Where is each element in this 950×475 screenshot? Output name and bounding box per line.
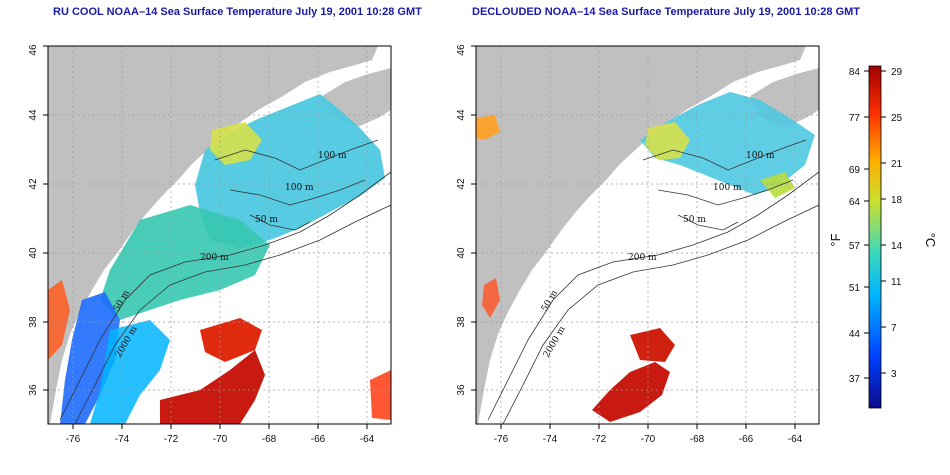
left-contour-label-200m: 200 m (200, 253, 229, 263)
celsius-tick: 14 (891, 241, 903, 252)
right-map-panel: 100 m 100 m 50 m 200 m 50 m 2000 m -76 -… (456, 44, 820, 445)
left-x-tick: -64 (360, 434, 375, 445)
celsius-unit-label: °C (923, 233, 938, 248)
celsius-tick: 29 (891, 67, 903, 78)
left-map-y-ticks: 36 38 40 42 44 46 (28, 44, 39, 396)
left-map-sst-shelf (100, 205, 270, 320)
right-x-tick: -76 (494, 434, 509, 445)
right-map-land (476, 46, 806, 424)
right-map-sst-nw-patch (476, 115, 500, 140)
right-map-title: DECLOUDED NOAA–14 Sea Surface Temperatur… (472, 6, 861, 18)
fahrenheit-tick: 84 (849, 67, 861, 78)
right-map-sst-gulf-of-maine (640, 92, 815, 195)
left-x-tick: -68 (262, 434, 277, 445)
left-x-tick: -72 (164, 434, 179, 445)
colorbar-fahrenheit-ticks: 84 77 69 64 57 51 44 37 (849, 67, 861, 385)
left-contour-label-100m-a: 100 m (318, 151, 347, 161)
right-y-tick: 44 (456, 109, 467, 121)
celsius-tick: 21 (891, 159, 903, 170)
right-map-sst-warm-patch (645, 122, 690, 160)
right-x-tick: -74 (543, 434, 558, 445)
left-contour-label-100m-b: 100 m (285, 183, 314, 193)
right-y-tick: 38 (456, 316, 467, 328)
celsius-tick: 11 (891, 277, 902, 288)
left-map-title: RU COOL NOAA–14 Sea Surface Temperature … (53, 6, 422, 18)
colorbar-gradient (868, 65, 882, 409)
right-x-tick: -68 (690, 434, 705, 445)
right-y-tick: 46 (456, 44, 467, 56)
left-x-tick: -66 (311, 434, 326, 445)
right-map-x-tick-marks (500, 424, 796, 429)
right-contour-label-100m-b: 100 m (713, 183, 742, 193)
left-y-tick: 40 (28, 247, 39, 259)
fahrenheit-tick: 57 (849, 241, 861, 252)
left-map-land (48, 46, 378, 424)
left-x-tick: -70 (213, 434, 228, 445)
right-x-tick: -64 (788, 434, 803, 445)
fahrenheit-tick: 37 (849, 374, 861, 385)
fahrenheit-tick: 51 (849, 283, 861, 294)
colorbar-celsius-ticks: 29 25 21 18 14 11 7 3 (891, 67, 903, 380)
temperature-colorbar: 84 77 69 64 57 51 44 37 29 25 21 18 14 1… (828, 65, 938, 409)
right-map-grid (476, 46, 819, 424)
right-map-sst-coast-patch (482, 278, 500, 318)
left-map-sst-gulf-stream-north (200, 318, 262, 362)
left-x-tick: -74 (115, 434, 130, 445)
left-map-panel: 100 m 100 m 50 m 200 m 50 m 2000 m -76 -… (28, 44, 392, 445)
left-map-x-ticks: -76 -74 -72 -70 -68 -66 -64 (66, 434, 375, 445)
celsius-tick: 3 (891, 369, 897, 380)
fahrenheit-tick: 44 (849, 329, 861, 340)
fahrenheit-unit-label: °F (828, 233, 843, 246)
right-x-tick: -66 (739, 434, 754, 445)
right-y-tick: 40 (456, 247, 467, 259)
left-map-sst-inner-shelf (60, 292, 120, 424)
right-x-tick: -70 (641, 434, 656, 445)
left-map-sst-east-patch (370, 370, 391, 420)
colorbar-tick-marks (864, 70, 886, 379)
right-contour-label-100m-a: 100 m (746, 151, 775, 161)
right-map-sst-east-warm (760, 172, 795, 198)
right-contour-label-50m-a: 50 m (683, 215, 706, 225)
left-map-sst-southwest (48, 280, 70, 360)
right-map-sst-gulf-stream (592, 362, 670, 422)
left-map-sst-warm-patch (210, 122, 262, 165)
left-map-grid (48, 46, 391, 424)
right-map-y-ticks: 36 38 40 42 44 46 (456, 44, 467, 396)
left-map-x-tick-marks (72, 424, 368, 429)
left-y-tick: 42 (28, 178, 39, 190)
fahrenheit-tick: 69 (849, 165, 861, 176)
celsius-tick: 7 (891, 323, 897, 334)
right-map-x-ticks: -76 -74 -72 -70 -68 -66 -64 (494, 434, 803, 445)
left-y-tick: 38 (28, 316, 39, 328)
right-map-sst-gulf-stream-north (630, 328, 675, 362)
fahrenheit-tick: 77 (849, 113, 861, 124)
left-map-contours (59, 139, 391, 424)
right-map-contours (487, 139, 819, 424)
right-x-tick: -72 (592, 434, 607, 445)
left-map-y-tick-marks (43, 45, 48, 391)
left-map-sst-gulf-stream (160, 350, 265, 424)
right-y-tick: 42 (456, 178, 467, 190)
fahrenheit-tick: 64 (849, 197, 861, 208)
left-y-tick: 46 (28, 44, 39, 56)
left-map-sst-cool-band (90, 320, 170, 424)
left-contour-label-50m-a: 50 m (255, 215, 278, 225)
celsius-tick: 25 (891, 113, 903, 124)
right-y-tick: 36 (456, 384, 467, 396)
left-y-tick: 44 (28, 109, 39, 121)
right-contour-label-200m: 200 m (628, 253, 657, 263)
celsius-tick: 18 (891, 195, 903, 206)
right-map-y-tick-marks (471, 45, 476, 391)
left-x-tick: -76 (66, 434, 81, 445)
left-y-tick: 36 (28, 384, 39, 396)
